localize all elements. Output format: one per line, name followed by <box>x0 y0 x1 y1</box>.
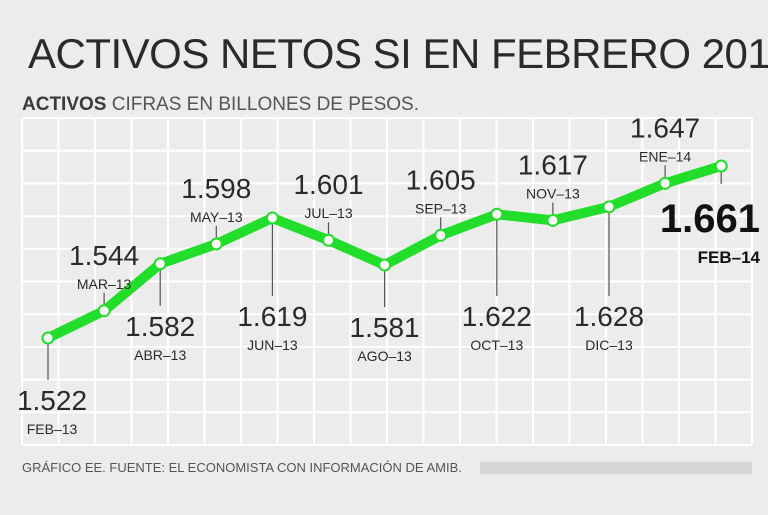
data-point <box>41 331 55 345</box>
data-point <box>97 304 111 318</box>
data-label-month: ENE–14 <box>639 148 691 164</box>
data-point <box>658 176 672 190</box>
data-point <box>209 237 223 251</box>
data-point <box>546 213 560 227</box>
data-label-month: JUN–13 <box>247 337 298 353</box>
data-label-month: AGO–13 <box>357 348 412 364</box>
data-label-value: 1.601 <box>293 169 363 200</box>
source-bar <box>480 462 752 474</box>
data-label-value: 1.598 <box>181 173 251 204</box>
data-label-value: 1.661 <box>660 197 760 241</box>
data-point <box>714 159 728 173</box>
data-label-month: OCT–13 <box>470 337 523 353</box>
data-point <box>265 211 279 225</box>
data-point <box>378 258 392 272</box>
data-label-month: MAY–13 <box>190 209 243 225</box>
data-labels: 1.522 FEB–13 1.544 MAR–13 1.582 ABR–13 1.598 MA… <box>17 112 761 437</box>
data-label-value: 1.628 <box>574 301 644 332</box>
data-label-month: JUL–13 <box>304 205 352 221</box>
source-note: GRÁFICO EE. FUENTE: EL ECONOMISTA CON IN… <box>22 460 462 475</box>
data-label-value: 1.622 <box>462 301 532 332</box>
data-label-value: 1.619 <box>237 301 307 332</box>
data-label-value: 1.544 <box>69 240 139 271</box>
data-point <box>434 228 448 242</box>
data-point <box>490 207 504 221</box>
chart-title: ACTIVOS NETOS SI EN FEBRERO 2014 <box>28 30 768 77</box>
data-label-month: FEB–13 <box>27 421 78 437</box>
data-label-month: ABR–13 <box>134 347 186 363</box>
data-label-value: 1.581 <box>350 312 420 343</box>
data-label-month: FEB–14 <box>698 248 761 267</box>
data-label-value: 1.582 <box>125 311 195 342</box>
chart-subtitle: ACTIVOS CIFRAS EN BILLONES DE PESOS. <box>22 94 419 116</box>
subtitle-rest: CIFRAS EN BILLONES DE PESOS. <box>111 94 419 115</box>
subtitle-strong: ACTIVOS <box>22 94 107 115</box>
data-label-month: MAR–13 <box>77 276 132 292</box>
data-points <box>41 159 728 345</box>
data-label-month: SEP–13 <box>415 200 467 216</box>
data-label-month: NOV–13 <box>526 185 580 201</box>
data-point <box>322 233 335 247</box>
data-point <box>602 200 616 214</box>
data-label-value: 1.522 <box>17 385 87 416</box>
data-label-month: DIC–13 <box>585 337 633 353</box>
data-label-value: 1.647 <box>630 112 700 143</box>
data-point <box>153 257 167 271</box>
data-label-value: 1.617 <box>518 149 588 180</box>
label-leaders <box>47 165 722 380</box>
data-label-value: 1.605 <box>406 164 476 195</box>
